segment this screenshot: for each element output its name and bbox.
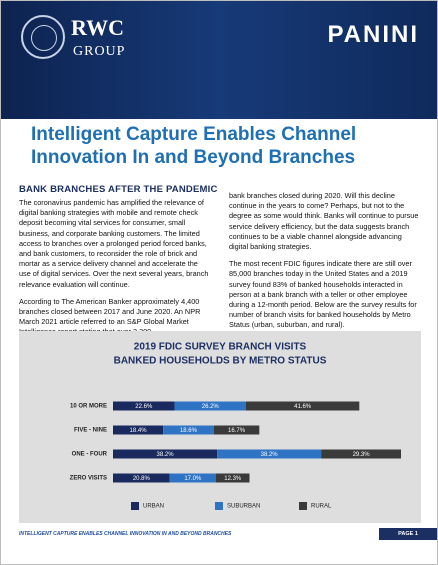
text-column: bank branches closed during 2020. Will t… xyxy=(229,191,421,338)
value-label: 12.3% xyxy=(224,476,242,482)
bar-segment xyxy=(217,449,322,459)
legend-label: SUBURBAN xyxy=(227,504,260,510)
legend-swatch xyxy=(299,502,307,510)
value-label: 41.6% xyxy=(294,404,312,410)
paragraph: The coronavirus pandemic has amplified t… xyxy=(19,198,209,289)
logo-sub: GROUP xyxy=(73,44,126,59)
bar-segment xyxy=(215,473,250,483)
legend-label: URBAN xyxy=(143,504,164,510)
bar-segment xyxy=(169,473,216,483)
legend-swatch xyxy=(131,502,139,510)
category-label: FIVE - NINE xyxy=(74,428,107,434)
bar-segment xyxy=(163,425,214,435)
footer-text: INTELLIGENT CAPTURE ENABLES CHANNEL INNO… xyxy=(19,531,232,537)
value-label: 38.2% xyxy=(261,452,279,458)
bar-segment xyxy=(113,473,170,483)
value-label: 38.2% xyxy=(157,452,175,458)
text-column: The coronavirus pandemic has amplified t… xyxy=(19,198,211,345)
category-label: ZERO VISITS xyxy=(70,476,107,482)
bar-segment xyxy=(245,401,360,411)
value-label: 18.6% xyxy=(180,428,198,434)
section-heading: BANK BRANCHES AFTER THE PANDEMIC xyxy=(19,184,218,195)
category-label: 10 OR MORE xyxy=(70,404,107,410)
paragraph: bank branches closed during 2020. Will t… xyxy=(229,191,419,252)
chart-subtitle: BANKED HOUSEHOLDS BY METRO STATUS xyxy=(114,356,327,367)
chart-title: 2019 FDIC SURVEY BRANCH VISITS xyxy=(134,342,307,353)
bar-segment xyxy=(213,425,260,435)
seal-logo xyxy=(21,15,65,59)
bar-segment xyxy=(321,449,401,459)
page-number: PAGE 1 xyxy=(379,528,437,540)
value-label: 18.4% xyxy=(130,428,148,434)
chart: 2019 FDIC SURVEY BRANCH VISITS BANKED HO… xyxy=(19,331,421,523)
bar-segment xyxy=(113,401,175,411)
footer: INTELLIGENT CAPTURE ENABLES CHANNEL INNO… xyxy=(1,528,437,540)
category-label: ONE - FOUR xyxy=(72,452,108,458)
value-label: 22.6% xyxy=(135,404,153,410)
bar-segment xyxy=(113,425,164,435)
header-banner: RWC GROUP PANINI xyxy=(1,1,437,119)
paragraph: The most recent FDIC figures indicate th… xyxy=(229,259,417,330)
bar-segment xyxy=(174,401,246,411)
value-label: 20.8% xyxy=(133,476,151,482)
value-label: 26.2% xyxy=(202,404,220,410)
legend-label: RURAL xyxy=(311,504,332,510)
value-label: 17.0% xyxy=(184,476,202,482)
legend-swatch xyxy=(215,502,223,510)
title: Intelligent Capture Enables Channel Inno… xyxy=(31,124,357,168)
value-label: 16.7% xyxy=(228,428,246,434)
bar-segment xyxy=(113,449,218,459)
partner-logo: PANINI xyxy=(327,21,419,48)
value-label: 29.3% xyxy=(353,452,371,458)
logo-name: RWC xyxy=(71,15,125,40)
